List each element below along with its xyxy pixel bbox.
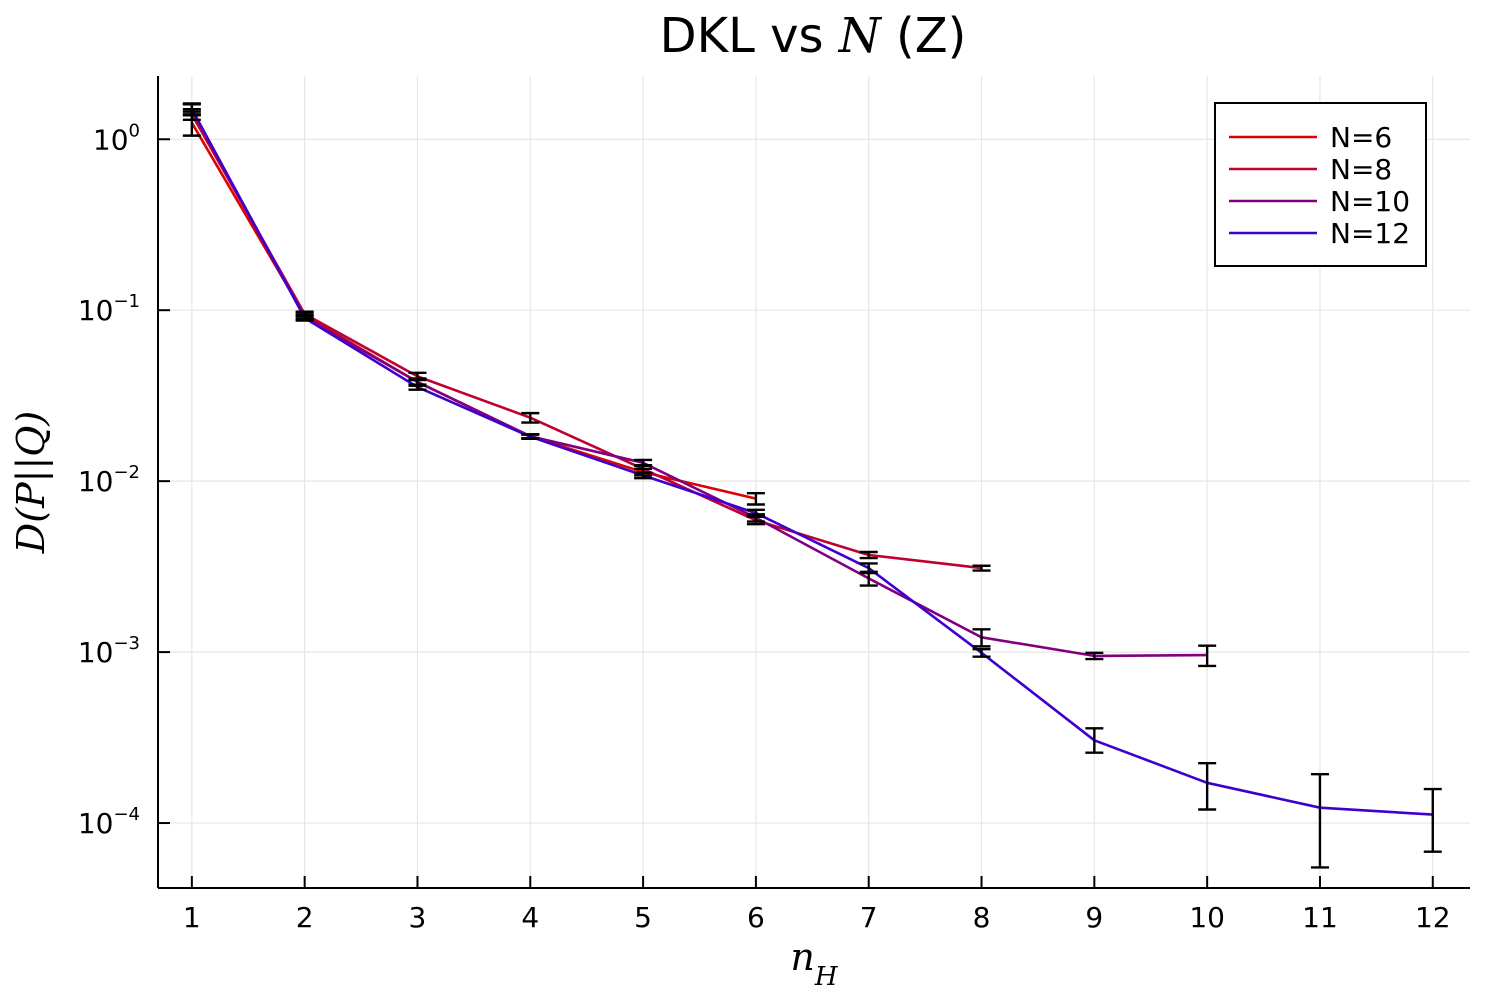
- chart-title: DKL vs N (Z): [660, 8, 967, 64]
- error-bar: [859, 562, 878, 575]
- plot-series: [190, 108, 1433, 816]
- series-line-n12: [190, 108, 1433, 816]
- error-bar: [634, 471, 653, 480]
- x-tick-label: 5: [634, 901, 652, 934]
- error-bar: [521, 411, 540, 424]
- x-tick-label: 12: [1415, 901, 1451, 934]
- x-tick-label: 2: [296, 901, 314, 934]
- error-bar: [972, 564, 991, 572]
- x-tick-label: 1: [183, 901, 201, 934]
- legend: N=6N=8N=10N=12: [1214, 102, 1427, 267]
- legend-label: N=12: [1330, 217, 1410, 250]
- error-bar: [182, 103, 201, 116]
- error-bar: [634, 458, 653, 467]
- x-tick-label: 4: [521, 901, 539, 934]
- error-bar: [746, 508, 765, 518]
- x-tick-label: 9: [1085, 901, 1103, 934]
- error-bar: [1198, 761, 1217, 811]
- error-bar: [1085, 651, 1104, 661]
- x-tick-label: 6: [747, 901, 765, 934]
- x-tick-label: 3: [409, 901, 427, 934]
- error-bar: [1423, 787, 1442, 853]
- error-bars: [182, 102, 1442, 869]
- legend-label: N=10: [1330, 185, 1410, 218]
- y-tick-label: 10−2: [78, 462, 140, 498]
- legend-box: [1214, 102, 1427, 267]
- x-tick-label: 11: [1302, 901, 1338, 934]
- series-line-n10: [190, 108, 1208, 658]
- x-tick-label: 8: [973, 901, 991, 934]
- error-bar: [295, 314, 314, 322]
- y-tick-label: 10−1: [78, 291, 140, 327]
- x-tick-label: 7: [860, 901, 878, 934]
- error-bar: [1310, 773, 1329, 869]
- series-line-n8: [190, 113, 982, 570]
- y-axis-label: D(P||Q): [9, 411, 53, 554]
- y-tick-label: 10−4: [78, 804, 140, 840]
- legend-label: N=6: [1330, 121, 1392, 154]
- legend-label: N=8: [1330, 153, 1392, 186]
- error-bar: [1198, 644, 1217, 668]
- error-bar: [1085, 727, 1104, 754]
- error-bar: [408, 383, 427, 391]
- error-bar: [859, 550, 878, 560]
- x-ticks: 1 2 3 4 5 6 7 8 9 10 11 12: [183, 876, 1451, 934]
- y-ticks: 100 10−1 10−2 10−3 10−4: [78, 120, 170, 840]
- y-tick-label: 100: [93, 120, 140, 156]
- error-bar: [972, 628, 991, 648]
- x-tick-label: 10: [1189, 901, 1225, 934]
- error-bar: [746, 492, 765, 506]
- error-bar: [521, 433, 540, 440]
- x-axis-label: nH: [790, 935, 838, 992]
- y-tick-label: 10−3: [78, 633, 140, 669]
- error-bar: [972, 647, 991, 658]
